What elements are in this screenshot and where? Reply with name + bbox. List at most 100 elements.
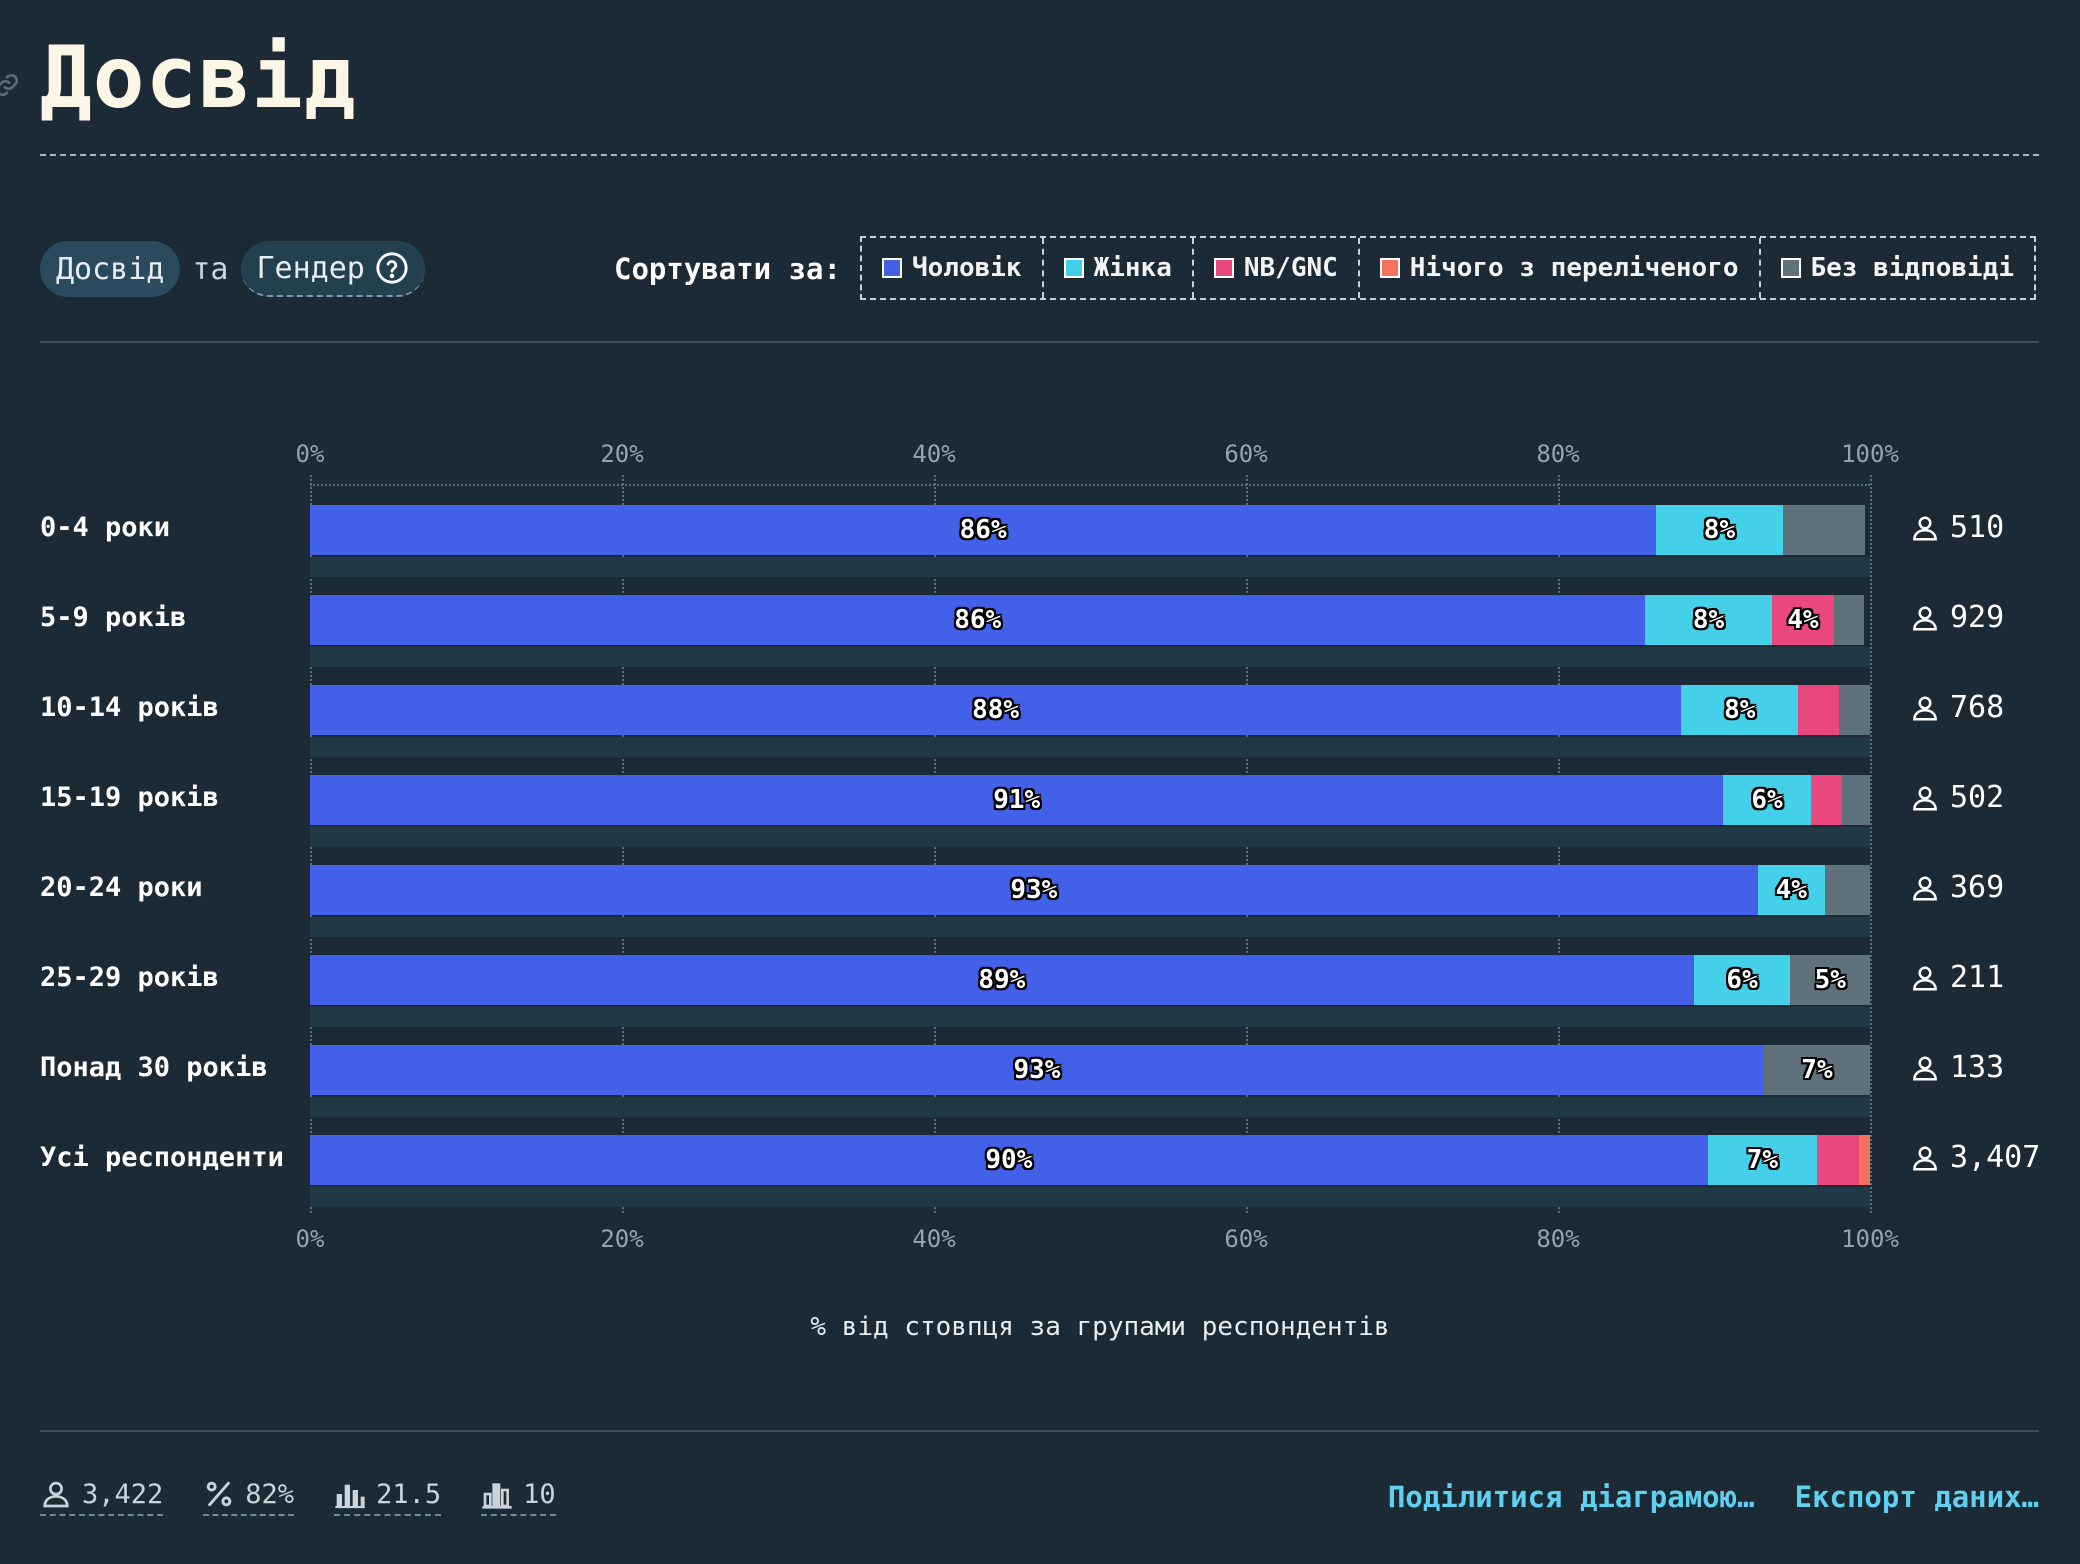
footer-stats: 3,422 82% 21.5 10	[40, 1478, 556, 1516]
row-band	[310, 827, 1870, 847]
bar-segment[interactable]	[1824, 865, 1870, 915]
bar-segment[interactable]	[1841, 775, 1870, 825]
legend-label-nb-gnc: NB/GNC	[1243, 253, 1338, 283]
bar-segment[interactable]	[1757, 865, 1825, 915]
x-tick-label-bottom: 20%	[600, 1225, 644, 1253]
respondent-count-value: 369	[1950, 870, 2005, 905]
category-label: 5-9 років	[40, 602, 187, 633]
respondent-count: 369	[1910, 870, 2004, 905]
bar-segment[interactable]	[1656, 505, 1783, 555]
percent-icon	[207, 1481, 232, 1507]
respondent-count: 211	[1910, 960, 2004, 995]
bar-segment[interactable]	[1816, 1135, 1860, 1185]
bar-segment[interactable]	[310, 1135, 1708, 1185]
stat-respondents[interactable]: 3,422	[40, 1478, 164, 1516]
stat-average[interactable]: 21.5	[334, 1478, 442, 1516]
respondent-count-value: 502	[1950, 780, 2005, 815]
x-tick-label-top: 20%	[600, 440, 644, 468]
bar-segment[interactable]	[1790, 955, 1870, 1005]
bar-segment[interactable]	[1838, 685, 1870, 735]
person-icon	[43, 1481, 69, 1508]
bar-segment[interactable]	[1810, 775, 1842, 825]
respondent-count: 929	[1910, 600, 2004, 635]
bar-segment[interactable]	[1693, 955, 1791, 1005]
respondent-count-value: 929	[1950, 600, 2005, 635]
row-band	[310, 647, 1870, 667]
bar-segment[interactable]	[1859, 1135, 1870, 1185]
x-tick-label-top: 40%	[912, 440, 956, 468]
category-label: Усі респонденти	[40, 1142, 284, 1173]
data-label: 6%	[1726, 965, 1758, 995]
bar-segment[interactable]	[1782, 505, 1866, 555]
link-icon[interactable]	[0, 72, 20, 98]
sort-option-none-of-above[interactable]: Нічого з переліченого	[1357, 238, 1759, 298]
x-tick-label-bottom: 100%	[1841, 1225, 1899, 1253]
bar-segment[interactable]	[1798, 685, 1839, 735]
person-icon	[1913, 876, 1937, 900]
title-divider	[40, 154, 2039, 156]
category-label: Понад 30 років	[40, 1052, 268, 1083]
bar-segment[interactable]	[310, 685, 1682, 735]
section-divider	[40, 341, 2039, 343]
bar-segment[interactable]	[310, 775, 1724, 825]
data-label: 8%	[1724, 695, 1756, 725]
bar-segment[interactable]	[1681, 685, 1799, 735]
bar-segment[interactable]	[1707, 1135, 1817, 1185]
bar-chart-icon	[335, 1484, 365, 1509]
share-chart-button[interactable]: Поділитися діаграмою…	[1387, 1480, 1755, 1514]
page-title: Досвід	[40, 28, 357, 128]
primary-question-button[interactable]: Досвід	[40, 241, 181, 297]
data-label: 4%	[1787, 605, 1819, 635]
conjunction-label: та	[192, 251, 229, 287]
x-tick-label-bottom: 80%	[1536, 1225, 1580, 1253]
data-label: 8%	[1703, 515, 1736, 545]
x-tick-label-bottom: 0%	[295, 1225, 325, 1253]
stat-response-rate[interactable]: 82%	[203, 1478, 295, 1516]
respondent-count-value: 133	[1950, 1050, 2005, 1085]
sort-label: Сортувати за:	[614, 252, 841, 286]
data-label: 86%	[959, 515, 1007, 545]
question-selector: Досвід та Гендер	[40, 240, 425, 298]
person-icon	[1913, 1056, 1937, 1080]
x-tick-label-bottom: 60%	[1224, 1225, 1268, 1253]
bar-segment[interactable]	[1723, 775, 1811, 825]
sort-option-man[interactable]: Чоловік	[862, 238, 1042, 298]
bar-segment[interactable]	[310, 595, 1646, 645]
x-tick-label-bottom: 40%	[912, 1225, 956, 1253]
bar-segment[interactable]	[310, 865, 1758, 915]
export-data-button[interactable]: Експорт даних…	[1794, 1480, 2039, 1514]
category-label: 0-4 роки	[40, 512, 171, 543]
respondent-count-value: 510	[1950, 510, 2005, 545]
bar-segment[interactable]	[310, 955, 1694, 1005]
sort-option-woman[interactable]: Жінка	[1041, 238, 1192, 298]
bar-segment[interactable]	[1834, 595, 1864, 645]
sort-option-nb-gnc[interactable]: NB/GNC	[1191, 238, 1358, 298]
bar-chart-outline-icon	[482, 1483, 512, 1509]
legend-label-no-answer: Без відповіді	[1810, 253, 2015, 283]
x-tick-label-top: 80%	[1536, 440, 1580, 468]
swatch-man	[882, 258, 902, 278]
stat-median[interactable]: 10	[481, 1478, 556, 1516]
respondent-count: 510	[1910, 510, 2004, 545]
legend-label-woman: Жінка	[1093, 253, 1172, 283]
bar-segment[interactable]	[310, 505, 1657, 555]
row-band	[310, 557, 1870, 577]
person-icon	[1913, 966, 1937, 990]
help-icon[interactable]	[375, 251, 409, 285]
swatch-none-of-above	[1379, 258, 1400, 278]
x-axis-caption: % від стовпця за групами респондентів	[810, 1312, 1390, 1342]
data-label: 7%	[1746, 1145, 1779, 1175]
sort-option-no-answer[interactable]: Без відповіді	[1758, 238, 2035, 298]
secondary-question-button[interactable]: Гендер	[240, 241, 425, 297]
data-label: 6%	[1751, 785, 1783, 815]
bar-segment[interactable]	[1763, 1045, 1870, 1095]
bar-segment[interactable]	[1645, 595, 1772, 645]
stat-response-rate-value: 82%	[245, 1478, 295, 1510]
sort-legend: Чоловік Жінка NB/GNC Нічого з перелічено…	[860, 236, 2037, 300]
data-label: 89%	[978, 965, 1026, 995]
bar-segment[interactable]	[310, 1045, 1764, 1095]
row-band	[310, 737, 1870, 757]
x-tick-label-top: 100%	[1841, 440, 1899, 468]
data-label: 5%	[1814, 965, 1846, 995]
bar-segment[interactable]	[1771, 595, 1835, 645]
